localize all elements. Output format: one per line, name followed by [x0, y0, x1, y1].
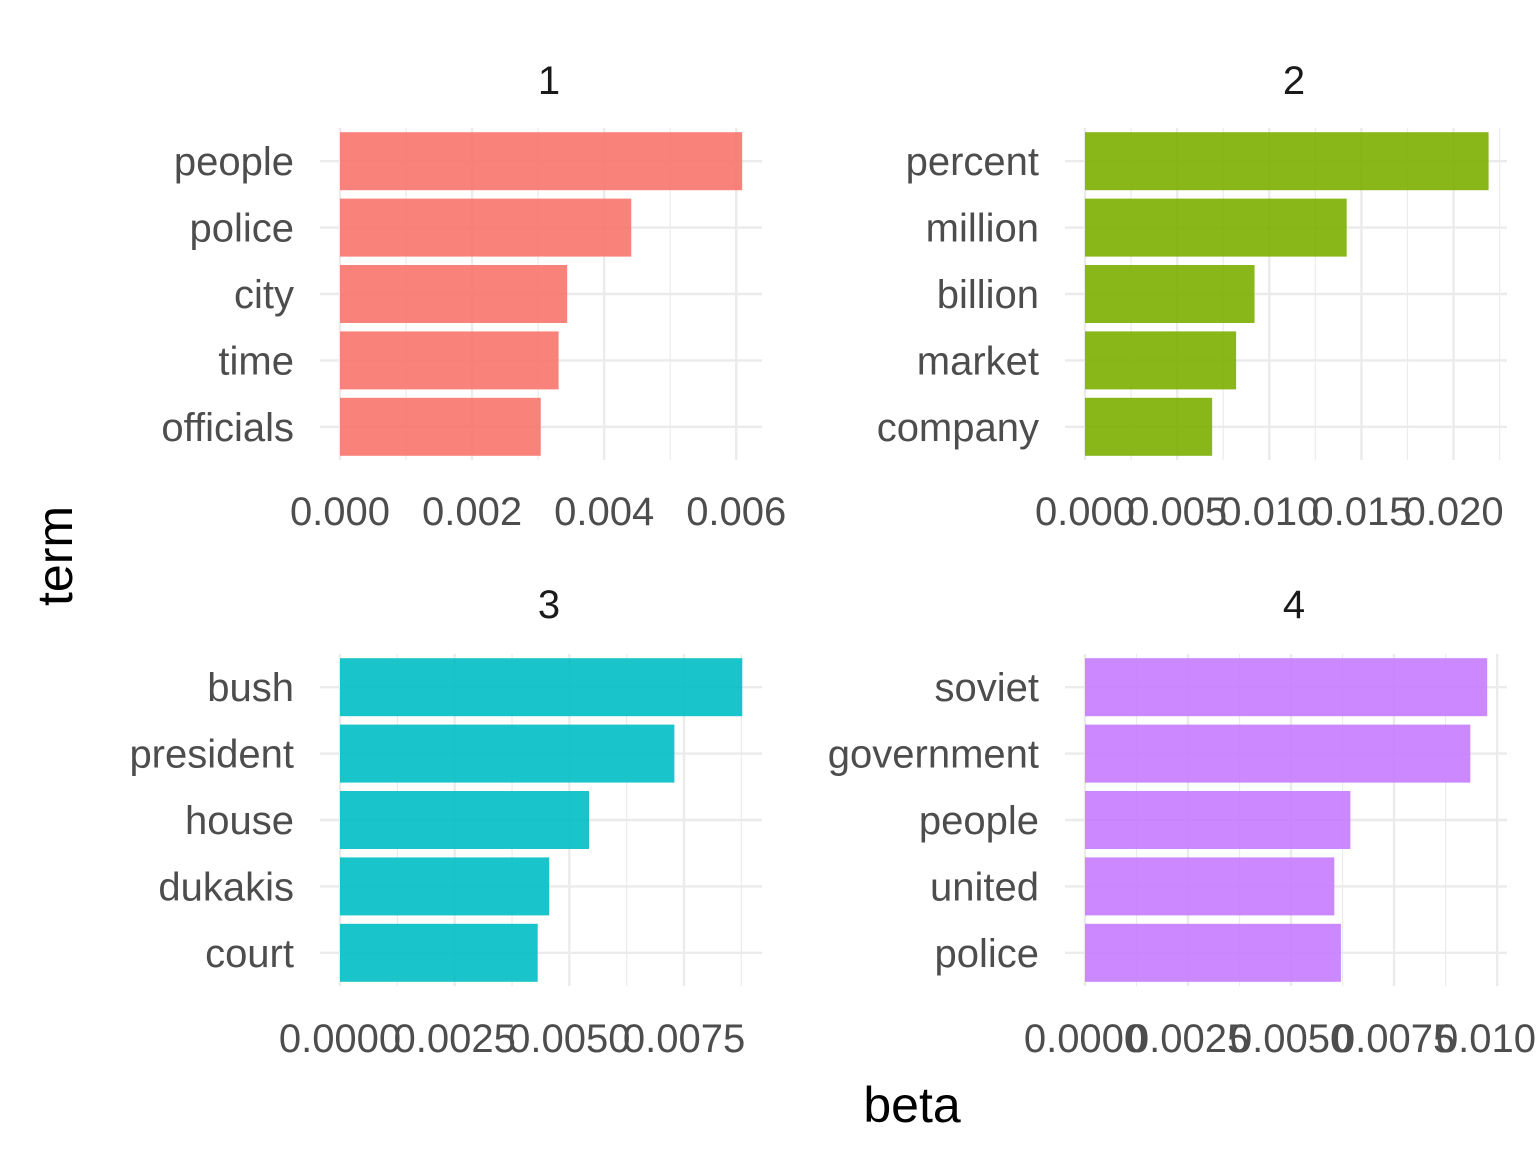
x-axis-title: beta	[863, 1077, 961, 1133]
y-tick-label: president	[129, 733, 294, 777]
bar-president	[340, 724, 675, 783]
bar-people	[1085, 791, 1351, 849]
x-tick-label: 0.000	[290, 490, 390, 534]
y-tick-label: bush	[207, 666, 294, 710]
y-tick-label: soviet	[935, 666, 1040, 710]
y-tick-label: city	[234, 273, 294, 317]
bar-million	[1085, 198, 1347, 257]
y-tick-label: officials	[161, 406, 294, 450]
bar-percent	[1085, 132, 1489, 191]
bar-bush	[340, 658, 743, 717]
y-tick-label: company	[877, 406, 1039, 450]
x-tick-label: 0.0025	[1127, 1017, 1249, 1061]
bar-people	[340, 132, 743, 191]
facet-panels: 1 people police city time officials 0.000 0.002…	[129, 59, 1536, 1061]
x-tick-label: 0.004	[554, 490, 654, 534]
y-tick-label: house	[185, 799, 294, 843]
x-tick-label: 0.0000	[1024, 1017, 1146, 1061]
x-tick-label: 0.002	[422, 490, 522, 534]
x-tick-label: 0.0000	[279, 1017, 401, 1061]
facet-panel-3: 3bushpresidenthousedukakiscourt0.00000.0…	[129, 583, 762, 1061]
bar-united	[1085, 857, 1335, 916]
y-tick-label: government	[828, 733, 1039, 777]
x-tick-label: 0.006	[686, 490, 786, 534]
y-tick-label: people	[174, 140, 294, 184]
y-tick-label: percent	[906, 140, 1039, 184]
y-tick-label: dukakis	[158, 865, 294, 909]
bar-police	[1085, 923, 1341, 982]
x-tick-label: 0.0075	[623, 1017, 745, 1061]
facet-title: 2	[1283, 59, 1305, 103]
y-tick-label: police	[934, 932, 1039, 976]
facet-title: 3	[538, 583, 560, 627]
y-tick-label: billion	[937, 273, 1039, 317]
x-tick-label: 0.015	[1311, 490, 1411, 534]
facet-panel-4: 4 soviet government people united police 0.000…	[828, 583, 1536, 1061]
bar-officials	[340, 397, 541, 456]
facet-panel-2: 2 percent million billion market company 0.000…	[877, 59, 1507, 534]
bar-police	[340, 198, 632, 257]
bar-government	[1085, 724, 1471, 783]
bar-soviet	[1085, 658, 1488, 717]
bar-time	[340, 331, 559, 390]
bar-company	[1085, 397, 1213, 456]
x-tick-label: 0.0050	[508, 1017, 630, 1061]
bar-billion	[1085, 265, 1255, 323]
y-tick-label: million	[926, 207, 1039, 251]
x-tick-label: 0.010	[1219, 490, 1319, 534]
bar-market	[1085, 331, 1237, 390]
facet-title: 1	[538, 59, 560, 103]
y-tick-label: police	[189, 207, 294, 251]
x-tick-label: 0.020	[1404, 490, 1504, 534]
x-tick-label: 0.0025	[394, 1017, 516, 1061]
bar-court	[340, 923, 538, 982]
y-tick-label: court	[205, 932, 294, 976]
bar-dukakis	[340, 857, 550, 916]
facet-panel-1: 1 people police city time officials 0.000 0.002…	[161, 59, 786, 534]
y-axis-title: term	[27, 506, 83, 606]
bar-city	[340, 265, 568, 323]
x-tick-label: 0.0050	[1230, 1017, 1352, 1061]
bar-house	[340, 791, 590, 849]
y-tick-label: time	[218, 339, 294, 383]
x-tick-label: 0.0075	[1333, 1017, 1455, 1061]
y-tick-label: market	[917, 339, 1039, 383]
x-tick-label: 0.005	[1127, 490, 1227, 534]
x-tick-label: 0.000	[1035, 490, 1135, 534]
facet-title: 4	[1283, 583, 1305, 627]
y-tick-label: united	[930, 865, 1039, 909]
y-tick-label: people	[919, 799, 1039, 843]
